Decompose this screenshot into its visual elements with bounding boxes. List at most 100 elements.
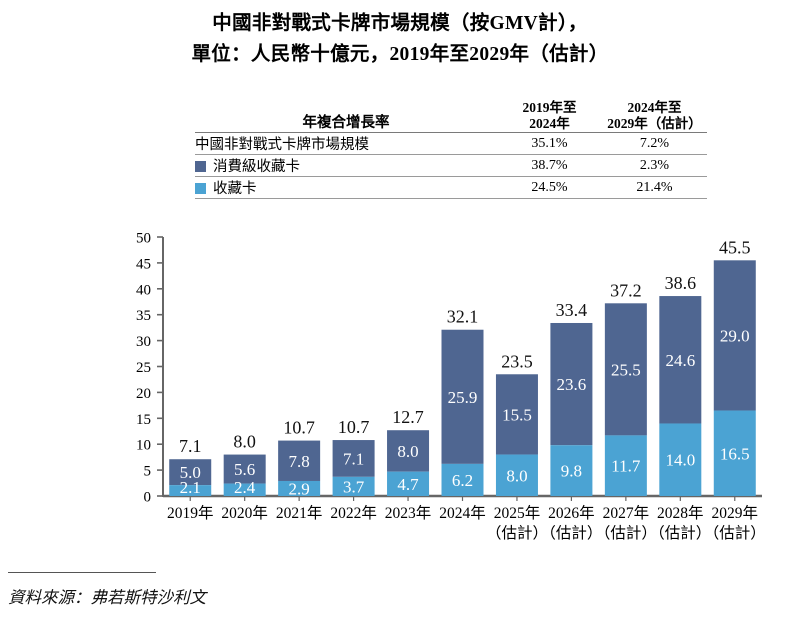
bar-total-label-2022年: 10.7 (338, 417, 370, 437)
table-row-2-label: 收藏卡 (213, 181, 257, 197)
bar-label-consumer-grade-2022年: 7.1 (343, 449, 364, 468)
table-bottom-rule (195, 198, 497, 199)
bar-label-consumer-grade-2025年: 15.5 (502, 405, 532, 424)
bar-label-consumer-grade-2026年: 23.6 (557, 375, 587, 394)
y-axis-label-15: 15 (136, 412, 151, 428)
table-row: 收藏卡 24.5% 21.4% (195, 176, 707, 199)
source-text: 資料來源：弗若斯特沙利文 (8, 588, 206, 607)
y-axis-label-35: 35 (136, 308, 151, 324)
x-axis-note-2029年: （估計） (704, 524, 766, 542)
table-row: 中國非對戰式卡牌市場規模 35.1% 7.2% (195, 132, 707, 155)
col-header-2-line1: 2024年至 (627, 100, 682, 115)
x-axis-label-2025年: 2025年 (494, 504, 541, 522)
bar-label-consumer-grade-2027年: 25.5 (611, 360, 641, 379)
y-axis-label-20: 20 (136, 386, 151, 402)
legend-swatch-consumer-grade-icon (195, 161, 206, 172)
bar-segment-consumer-grade-2025年 (495, 374, 538, 455)
x-axis-label-2019年: 2019年 (167, 504, 214, 522)
bar-label-consumer-grade-2024年: 25.9 (448, 388, 478, 407)
table-row-2-label-cell: 收藏卡 (195, 176, 497, 199)
page-title: 中國非對戰式卡牌市場規模（按GMV計）， 單位：人民幣十億元，2019年至202… (0, 8, 800, 70)
title-line-1: 中國非對戰式卡牌市場規模（按GMV計）， (212, 13, 588, 34)
bar-total-label-2019年: 7.1 (179, 436, 202, 456)
bar-group-2024年: 25.9 6.2 32.1 2024年 (439, 307, 486, 522)
bar-segment-collectible-2024年 (441, 463, 484, 496)
bar-label-collectible-2028年: 14.0 (665, 451, 695, 470)
table-row-1-label-cell: 消費級收藏卡 (195, 154, 497, 177)
x-axis-label-2024年: 2024年 (439, 504, 486, 522)
x-axis-label-2021年: 2021年 (276, 504, 323, 522)
bar-total-label-2026年: 33.4 (556, 300, 588, 320)
bar-label-collectible-2022年: 3.7 (343, 477, 365, 496)
y-axis-label-30: 30 (136, 334, 151, 350)
bar-segment-consumer-grade-2028年 (659, 296, 702, 424)
y-axis-label-5: 5 (144, 464, 152, 480)
x-axis-label-2022年: 2022年 (330, 504, 377, 522)
bar-segment-collectible-2025年 (495, 454, 538, 496)
bar-label-collectible-2026年: 9.8 (561, 462, 582, 481)
title-line-2: 單位：人民幣十億元，2019年至2029年（估計） (191, 44, 609, 65)
table-row-0-label: 中國非對戰式卡牌市場規模 (195, 137, 369, 153)
y-axis-label-45: 45 (136, 256, 151, 272)
bar-total-label-2025年: 23.5 (501, 351, 533, 371)
bar-segment-collectible-2020年 (223, 483, 266, 496)
x-axis-label-2029年: 2029年 (712, 504, 759, 522)
bar-group-2028年: 24.6 14.0 38.6 2028年 （估計） (649, 273, 711, 542)
bar-label-collectible-2024年: 6.2 (452, 471, 473, 490)
y-axis-label-40: 40 (136, 282, 151, 298)
x-axis-note-2025年: （估計） (486, 524, 548, 542)
bar-label-collectible-2029年: 16.5 (720, 444, 750, 463)
y-axis-label-25: 25 (136, 360, 151, 376)
x-axis-label-2023年: 2023年 (385, 504, 432, 522)
bar-segment-consumer-grade-2024年 (441, 329, 484, 464)
bar-label-collectible-2027年: 11.7 (611, 457, 641, 476)
bar-group-2020年: 5.62.4 8.0 2020年 (221, 432, 268, 522)
table-row-0-value-1: 35.1% (497, 132, 602, 155)
table-header-row: 年複合增長率 2019年至 2024年 2024年至 2029年（估計） (195, 100, 707, 133)
bar-group-2022年: 7.1 3.7 10.7 2022年 (330, 417, 377, 522)
table-row-1-label: 消費級收藏卡 (213, 159, 300, 175)
table-row-2-value-2: 21.4% (602, 176, 707, 199)
bar-label-consumer-grade-2029年: 29.0 (720, 326, 750, 345)
bar-label-collectible-2023年: 4.7 (397, 475, 419, 494)
table-row-1-value-2: 2.3% (602, 154, 707, 177)
table-col-header-1: 2019年至 2024年 (497, 100, 602, 133)
footer-divider (8, 572, 156, 573)
bar-segment-collectible-2022年 (332, 476, 375, 496)
table-row-0-value-2: 7.2% (602, 132, 707, 155)
bar-label-collectible-2019年: 2.1 (180, 478, 201, 497)
x-axis-label-2027年: 2027年 (603, 504, 650, 522)
bar-label-consumer-grade-2020年: 5.6 (234, 460, 255, 479)
x-axis-note-2026年: （估計） (540, 524, 602, 542)
bar-label-consumer-grade-2028年: 24.6 (665, 351, 695, 370)
bar-segment-consumer-grade-2022年 (332, 440, 375, 477)
bar-segment-consumer-grade-2029年 (713, 260, 756, 411)
table-row-2-value-1: 24.5% (497, 176, 602, 199)
col-header-1-line2: 2024年 (529, 116, 570, 131)
bar-segment-consumer-grade-2023年 (387, 430, 430, 472)
bar-label-consumer-grade-2021年: 7.8 (289, 452, 310, 471)
bar-segment-collectible-2019年 (169, 485, 212, 496)
bar-group-2026年: 23.6 9.8 33.4 2026年 （估計） (540, 300, 602, 542)
bar-group-2019年: 5.02.1 7.1 2019年 (167, 436, 214, 522)
bar-label-collectible-2021年: 2.9 (289, 479, 310, 498)
x-axis-label-2028年: 2028年 (657, 504, 704, 522)
source-footer: 資料來源：弗若斯特沙利文 (8, 572, 508, 608)
bar-label-consumer-grade-2023年: 8.0 (397, 442, 418, 461)
bar-group-2021年: 7.8 2.9 10.7 2021年 (276, 418, 323, 522)
table-row: 消費級收藏卡 38.7% 2.3% (195, 154, 707, 177)
col-header-2-line2: 2029年（估計） (607, 116, 702, 131)
bar-segment-consumer-grade-2021年 (278, 440, 321, 481)
y-axis-label-50: 50 (136, 231, 151, 247)
bar-segment-consumer-grade-2019年 (169, 459, 212, 486)
bar-segment-collectible-2027年 (604, 435, 647, 496)
x-axis-note-2028年: （估計） (649, 524, 711, 542)
bar-total-label-2020年: 8.0 (233, 432, 256, 452)
bar-segment-collectible-2029年 (713, 410, 756, 496)
bar-label-collectible-2025年: 8.0 (506, 466, 527, 485)
bar-group-2027年: 25.5 11.7 37.2 2027年 （估計） (595, 280, 657, 542)
bar-segment-consumer-grade-2027年 (604, 303, 647, 436)
bar-total-label-2027年: 37.2 (610, 280, 642, 300)
table-corner-label: 年複合增長率 (302, 115, 390, 131)
